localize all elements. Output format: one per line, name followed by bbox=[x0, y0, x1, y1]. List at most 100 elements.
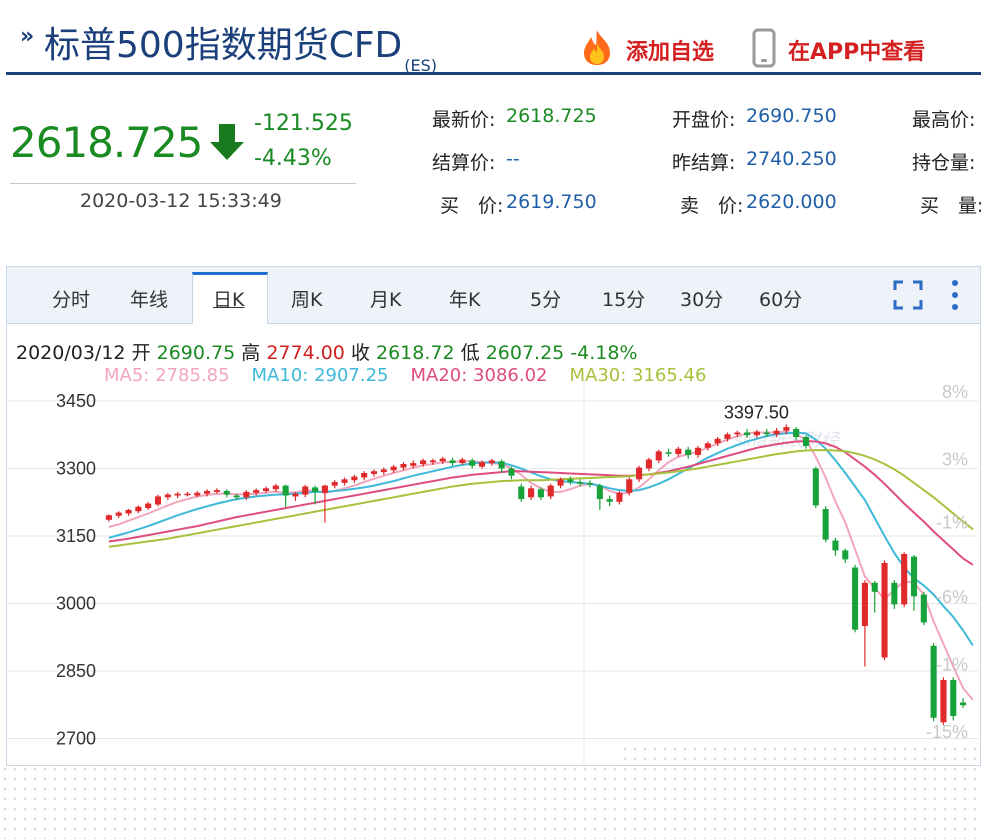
y-tick-label: 2700 bbox=[56, 729, 96, 749]
page-title-code: (ES) bbox=[404, 56, 438, 75]
open-in-app-button[interactable]: 在APP中查看 bbox=[788, 40, 926, 65]
candlestick-chart[interactable]: sina新浪财经 3450 3300 3150 3000 2850 2700 8% 3% -1%… bbox=[0, 380, 981, 764]
info-pct: -4.18% bbox=[570, 342, 638, 364]
candle-down bbox=[920, 594, 927, 623]
last-price: 2618.725 bbox=[10, 118, 203, 167]
candle-up bbox=[420, 460, 427, 464]
candle-down bbox=[950, 680, 957, 716]
active-tab-indicator bbox=[192, 272, 268, 324]
candle-down bbox=[910, 556, 918, 597]
candle-up bbox=[243, 491, 250, 498]
tab-60min[interactable]: 60分 bbox=[759, 289, 803, 311]
candle-up bbox=[302, 486, 309, 495]
candle-down bbox=[233, 495, 240, 498]
candle-down bbox=[822, 509, 829, 540]
quote-divider bbox=[10, 183, 356, 184]
tab-weekly-k[interactable]: 周K bbox=[291, 289, 323, 311]
candle-up bbox=[410, 463, 417, 466]
tab-30min[interactable]: 30分 bbox=[680, 289, 724, 311]
info-date: 2020/03/12 bbox=[16, 342, 126, 364]
info-high-label: 高 bbox=[241, 342, 261, 364]
pct-tick-label: 3% bbox=[942, 450, 968, 470]
tab-yearly-k[interactable]: 年K bbox=[449, 289, 481, 311]
candle-down bbox=[802, 437, 810, 446]
legend-ma10: MA10: 2907.25 bbox=[251, 365, 389, 386]
quote-label: 最高价: bbox=[912, 109, 976, 131]
quote-label: 卖 价: bbox=[680, 195, 744, 217]
candle-up bbox=[704, 443, 711, 448]
quote-label: 买 价: bbox=[440, 195, 504, 217]
candle-up bbox=[478, 462, 486, 467]
quote-label: 最新价: bbox=[432, 109, 496, 131]
y-tick-label: 3450 bbox=[56, 391, 96, 411]
candle-down bbox=[567, 479, 574, 482]
quote-value: 2740.250 bbox=[746, 148, 837, 170]
candle-down bbox=[223, 491, 230, 495]
quote-label: 买 量: bbox=[920, 195, 981, 217]
y-tick-label: 3150 bbox=[56, 526, 96, 546]
candle-up bbox=[390, 466, 397, 471]
candle-up bbox=[292, 493, 299, 497]
y-tick-label: 2850 bbox=[56, 661, 96, 681]
period-tabbar bbox=[7, 267, 980, 324]
candle-down bbox=[665, 452, 672, 454]
candle-up bbox=[734, 432, 741, 435]
candle-up bbox=[135, 506, 142, 512]
fire-icon[interactable] bbox=[580, 28, 614, 66]
candle-up bbox=[164, 494, 171, 498]
candle-up bbox=[204, 491, 211, 494]
info-high: 2774.00 bbox=[266, 342, 345, 364]
down-arrow-icon bbox=[210, 124, 244, 160]
tab-5min[interactable]: 5分 bbox=[530, 289, 562, 311]
candle-down bbox=[469, 460, 476, 466]
pct-tick-label: -6% bbox=[936, 587, 968, 607]
candle-up bbox=[724, 434, 731, 439]
candle-down bbox=[930, 645, 937, 718]
tab-yearly-line[interactable]: 年线 bbox=[130, 289, 169, 311]
price-change-percent: -4.43% bbox=[254, 146, 332, 171]
candle-up bbox=[262, 488, 270, 491]
candle-down bbox=[685, 449, 692, 455]
candle-up bbox=[488, 460, 495, 464]
price-change: -121.525 bbox=[254, 111, 353, 136]
ma-line-ma20 bbox=[108, 440, 974, 566]
candle-up bbox=[125, 509, 132, 514]
fullscreen-icon[interactable] bbox=[893, 280, 923, 310]
candle-down bbox=[312, 487, 319, 492]
tab-monthly-k[interactable]: 月K bbox=[370, 289, 402, 311]
pct-tick-label: -1% bbox=[936, 513, 968, 533]
quote-value: 2620.000 bbox=[746, 191, 837, 213]
ma-line-ma30 bbox=[108, 449, 974, 548]
phone-icon[interactable] bbox=[752, 28, 776, 68]
quote-value: 2690.750 bbox=[746, 105, 837, 127]
tab-intraday[interactable]: 分时 bbox=[52, 289, 91, 311]
candle-down bbox=[282, 485, 289, 496]
candle-up bbox=[253, 490, 260, 493]
candle-down bbox=[763, 432, 770, 435]
tab-15min[interactable]: 15分 bbox=[602, 289, 646, 311]
candle-down bbox=[508, 468, 515, 476]
ma-line-ma10 bbox=[108, 431, 974, 646]
candle-up bbox=[115, 512, 122, 516]
candle-down bbox=[842, 550, 849, 560]
decorative-dot-pattern bbox=[0, 764, 981, 839]
candle-down bbox=[449, 460, 456, 464]
more-options-icon[interactable] bbox=[948, 278, 962, 312]
candle-up bbox=[370, 471, 378, 474]
candle-up bbox=[557, 479, 564, 486]
candle-up bbox=[341, 479, 348, 483]
legend-ma20: MA20: 3086.02 bbox=[410, 365, 548, 386]
info-close-label: 收 bbox=[350, 342, 370, 364]
y-tick-label: 3300 bbox=[56, 459, 96, 479]
candle-up bbox=[380, 469, 387, 473]
quote-label: 昨结算: bbox=[672, 152, 736, 174]
quote-value: -- bbox=[506, 148, 520, 170]
tab-daily-k[interactable]: 日K bbox=[213, 289, 245, 311]
candle-up bbox=[881, 563, 888, 658]
candle-up bbox=[351, 476, 358, 481]
quote-label: 结算价: bbox=[432, 152, 496, 174]
candle-up bbox=[714, 438, 721, 444]
candle-down bbox=[596, 485, 603, 500]
add-watchlist-button[interactable]: 添加自选 bbox=[626, 40, 715, 65]
quote-label: 持仓量: bbox=[912, 152, 976, 174]
